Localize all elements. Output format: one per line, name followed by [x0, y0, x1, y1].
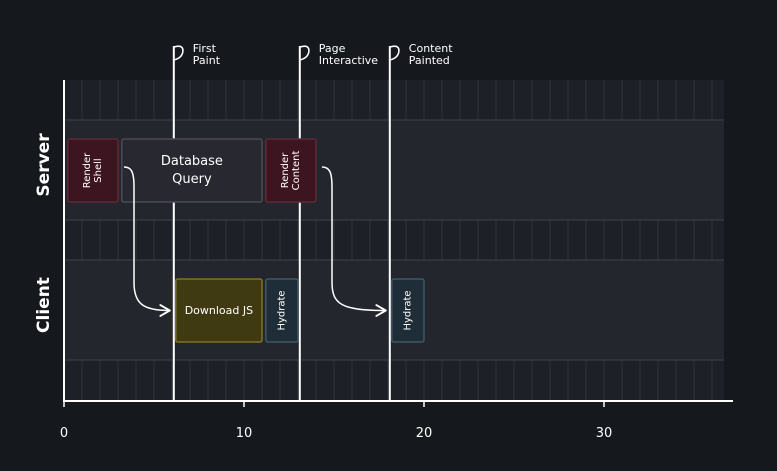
task-label-render-shell: Shell: [93, 158, 104, 182]
x-tick-label: 20: [416, 426, 433, 441]
marker-label-page-interactive: Page: [319, 42, 346, 55]
lane-label-server: Server: [34, 133, 54, 197]
task-box-render-shell: [67, 138, 119, 203]
task-label-render-content: Render: [280, 152, 291, 188]
task-database-query: Database Query: [121, 138, 263, 203]
x-axis: 0 10 20 30: [60, 80, 733, 441]
task-label-hydrate-1: Hydrate: [276, 290, 287, 330]
marker-label-content-painted: Painted: [409, 54, 450, 67]
task-render-shell: Render Shell: [67, 138, 119, 203]
flag-icon: [299, 45, 310, 61]
task-label-hydrate-2: Hydrate: [402, 290, 413, 330]
x-tick-label: 0: [60, 426, 68, 441]
task-box-database-query: [121, 138, 263, 203]
task-box-render-content: [265, 138, 317, 203]
marker-label-page-interactive: Interactive: [319, 54, 378, 67]
flag-icon: [173, 45, 184, 61]
task-box-download-js: [175, 278, 263, 343]
task-label-render-content: Content: [291, 151, 302, 191]
task-download-js: Download JS: [175, 278, 263, 343]
task-label-database-query: Database: [161, 154, 223, 169]
arrow-shell-to-download: [123, 166, 171, 317]
task-render-content: Render Content: [265, 138, 317, 203]
task-label-database-query: Query: [172, 172, 212, 187]
task-label-render-shell: Render: [82, 152, 93, 188]
flag-icon: [389, 45, 400, 61]
marker-label-first-paint: Paint: [193, 54, 221, 67]
x-tick-label: 30: [596, 426, 613, 441]
dependency-arrows: [123, 166, 387, 317]
task-label-download-js: Download JS: [185, 304, 253, 317]
arrow-content-to-hydrate: [321, 166, 387, 317]
x-tick-label: 10: [236, 426, 253, 441]
task-box-hydrate-2: [391, 278, 425, 343]
task-hydrate-2: Hydrate: [391, 278, 425, 343]
task-hydrate-1: Hydrate: [265, 278, 299, 343]
marker-label-first-paint: First: [193, 42, 217, 55]
marker-label-content-painted: Content: [409, 42, 453, 55]
task-box-hydrate-1: [265, 278, 299, 343]
lane-label-client: Client: [34, 277, 54, 333]
